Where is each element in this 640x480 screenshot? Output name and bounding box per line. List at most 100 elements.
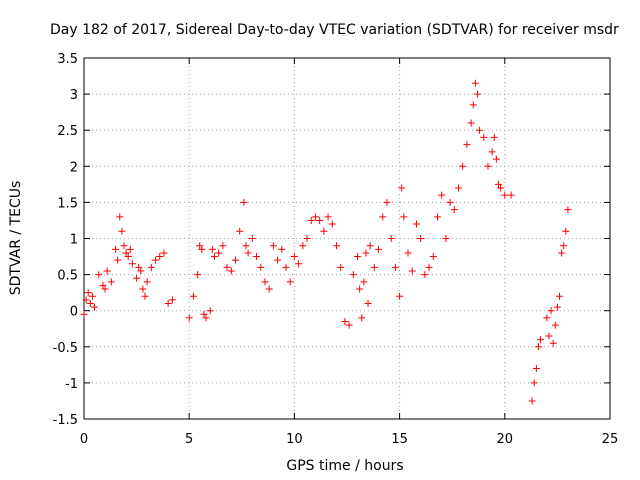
data-point bbox=[86, 299, 94, 307]
data-point bbox=[152, 256, 160, 264]
data-point bbox=[494, 180, 502, 188]
data-point bbox=[219, 242, 227, 250]
data-point bbox=[137, 267, 145, 275]
data-point bbox=[455, 184, 463, 192]
data-point bbox=[124, 253, 132, 261]
data-point bbox=[103, 267, 111, 275]
y-tick-label: -0.5 bbox=[53, 341, 78, 356]
data-point bbox=[274, 256, 282, 264]
data-point bbox=[194, 271, 202, 279]
data-point bbox=[545, 332, 553, 340]
data-point bbox=[391, 263, 399, 271]
data-point bbox=[492, 155, 500, 163]
data-point bbox=[537, 336, 545, 344]
data-point bbox=[484, 162, 492, 170]
data-point bbox=[208, 245, 216, 253]
data-point bbox=[223, 263, 231, 271]
x-tick-label: 5 bbox=[185, 432, 193, 447]
data-point bbox=[551, 321, 559, 329]
data-point bbox=[112, 245, 120, 253]
data-point bbox=[408, 267, 416, 275]
data-point bbox=[316, 216, 324, 224]
data-point bbox=[196, 242, 204, 250]
plot-frame bbox=[83, 57, 611, 420]
x-tick-label: 25 bbox=[602, 432, 619, 447]
data-point bbox=[467, 119, 475, 127]
data-point bbox=[530, 379, 538, 387]
data-point bbox=[421, 271, 429, 279]
x-tick-label: 20 bbox=[497, 432, 514, 447]
data-point bbox=[261, 278, 269, 286]
chart-title: Day 182 of 2017, Sidereal Day-to-day VTE… bbox=[50, 22, 619, 38]
data-point bbox=[143, 278, 151, 286]
data-point bbox=[396, 292, 404, 300]
y-tick-label: 1.5 bbox=[57, 196, 78, 211]
data-point bbox=[425, 263, 433, 271]
data-point bbox=[236, 227, 244, 235]
data-point bbox=[257, 263, 265, 271]
grid bbox=[84, 58, 610, 419]
data-point bbox=[114, 256, 122, 264]
data-point bbox=[198, 245, 206, 253]
data-point bbox=[404, 249, 412, 257]
data-point bbox=[118, 227, 126, 235]
data-point bbox=[324, 213, 332, 221]
data-point bbox=[362, 249, 370, 257]
data-point bbox=[398, 184, 406, 192]
data-point bbox=[433, 213, 441, 221]
data-points bbox=[80, 79, 572, 405]
data-point bbox=[164, 299, 172, 307]
data-point bbox=[476, 126, 484, 134]
data-point bbox=[332, 242, 340, 250]
data-point bbox=[438, 191, 446, 199]
data-point bbox=[141, 292, 149, 300]
data-point bbox=[497, 184, 505, 192]
data-point bbox=[450, 206, 458, 214]
data-point bbox=[122, 249, 130, 257]
data-point bbox=[253, 253, 261, 261]
data-point bbox=[244, 249, 252, 257]
data-point bbox=[383, 198, 391, 206]
data-point bbox=[501, 191, 509, 199]
x-axis-label: GPS time / hours bbox=[286, 458, 403, 474]
data-point bbox=[528, 397, 536, 405]
data-point bbox=[562, 227, 570, 235]
data-point bbox=[206, 307, 214, 315]
data-point bbox=[91, 303, 99, 311]
data-point bbox=[278, 245, 286, 253]
data-point bbox=[429, 253, 437, 261]
data-point bbox=[265, 285, 273, 293]
data-point bbox=[366, 242, 374, 250]
data-point bbox=[240, 198, 248, 206]
data-point bbox=[463, 141, 471, 149]
y-tick-label: 0 bbox=[70, 305, 78, 320]
data-point bbox=[290, 253, 298, 261]
data-point bbox=[135, 263, 143, 271]
data-point bbox=[558, 249, 566, 257]
x-tick-label: 15 bbox=[391, 432, 408, 447]
data-point bbox=[84, 289, 92, 297]
data-point bbox=[473, 90, 481, 98]
data-point bbox=[469, 101, 477, 109]
data-point bbox=[553, 303, 561, 311]
data-point bbox=[133, 274, 141, 282]
data-point bbox=[370, 263, 378, 271]
data-point bbox=[88, 292, 96, 300]
data-point bbox=[471, 79, 479, 87]
y-tick-label: 2.5 bbox=[57, 124, 78, 139]
axis-ticks: -1.5 -1 -0.5 0 0.5 1 1.5 2 2.5 3 3.5 0 5 10 15 20 25 bbox=[53, 52, 619, 447]
data-point bbox=[480, 133, 488, 141]
y-tick-label: 3 bbox=[70, 88, 78, 103]
data-point bbox=[80, 310, 88, 318]
data-point bbox=[120, 242, 128, 250]
data-point bbox=[126, 245, 134, 253]
y-tick-label: -1.5 bbox=[53, 413, 78, 428]
data-point bbox=[107, 278, 115, 286]
data-point bbox=[320, 227, 328, 235]
data-point bbox=[488, 148, 496, 156]
data-point bbox=[379, 213, 387, 221]
data-point bbox=[269, 242, 277, 250]
y-tick-label: 3.5 bbox=[57, 52, 78, 67]
data-point bbox=[231, 256, 239, 264]
data-point bbox=[490, 133, 498, 141]
